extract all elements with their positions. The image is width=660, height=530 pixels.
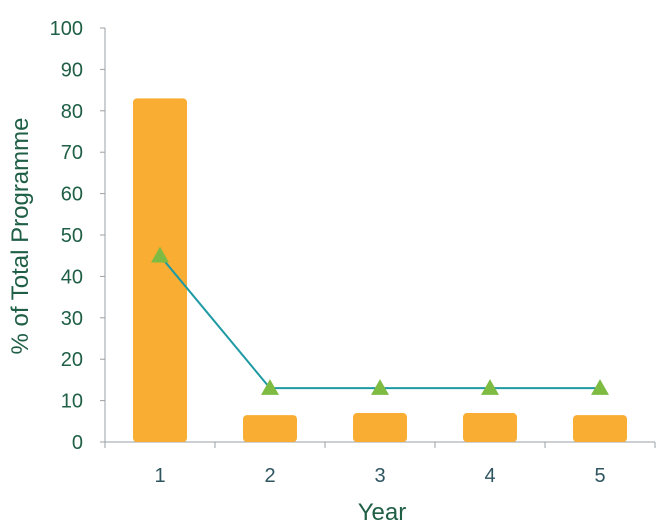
line-point-year-3 [371, 379, 389, 395]
x-axis-title: Year [358, 499, 407, 526]
y-tick-label: 90 [61, 59, 83, 81]
x-tick-label: 4 [484, 465, 495, 487]
y-tick-label: 70 [61, 142, 83, 164]
bar-year-2 [243, 415, 297, 442]
bar-year-3 [353, 413, 407, 442]
line-point-year-5 [591, 379, 609, 395]
y-tick-label: 10 [61, 391, 83, 413]
y-tick-label: 50 [61, 225, 83, 247]
y-tick-label: 20 [61, 349, 83, 371]
y-axis-title: % of Total Programme [7, 118, 34, 355]
line-path [159, 255, 600, 390]
y-tick-label: 40 [61, 266, 83, 288]
x-tick-label: 3 [374, 465, 385, 487]
x-tick-label: 5 [594, 465, 605, 487]
line-point-year-1 [151, 246, 169, 263]
line-series [151, 246, 609, 395]
x-tick-label: 1 [154, 465, 165, 487]
x-axis: 1 2 3 4 5 [104, 441, 656, 487]
line-point-year-4 [481, 379, 499, 395]
y-tick-label: 100 [50, 18, 83, 40]
y-tick-label: 80 [61, 101, 83, 123]
x-tick-label: 2 [264, 465, 275, 487]
y-tick-label: 60 [61, 184, 83, 206]
y-tick-label: 0 [72, 432, 83, 454]
line-point-year-2 [261, 379, 279, 395]
y-tick-label: 30 [61, 308, 83, 330]
bar-year-1 [133, 98, 187, 442]
bar-series [133, 98, 627, 442]
bar-year-4 [463, 413, 517, 442]
y-axis: 0 10 20 30 40 50 60 70 80 90 100 [50, 18, 106, 454]
bar-year-5 [573, 415, 627, 442]
